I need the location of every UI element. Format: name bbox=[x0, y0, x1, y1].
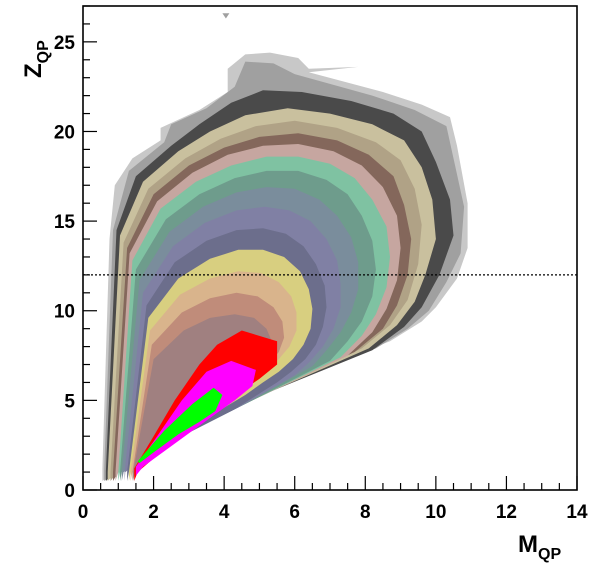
x-axis-label-sub: QP bbox=[538, 546, 561, 563]
y-tick-label: 5 bbox=[64, 391, 75, 412]
x-tick-label: 8 bbox=[360, 502, 371, 523]
contour-levels bbox=[102, 13, 468, 482]
y-axis-label-main: Z bbox=[20, 63, 47, 78]
contour-level-19 bbox=[222, 13, 230, 19]
x-axis-label-main: M bbox=[518, 531, 538, 558]
y-tick-label: 0 bbox=[64, 481, 75, 502]
contour-level-18 bbox=[137, 387, 223, 464]
y-tick-label: 25 bbox=[54, 33, 76, 54]
y-axis-label-sub: QP bbox=[35, 40, 52, 63]
x-tick-label: 4 bbox=[219, 502, 230, 523]
y-axis-ticks: 0 5 10 15 20 25 bbox=[54, 5, 97, 502]
x-tick-label: 0 bbox=[78, 502, 89, 523]
x-tick-label: 2 bbox=[148, 502, 159, 523]
x-tick-label: 14 bbox=[566, 502, 588, 523]
x-axis-label: MQP bbox=[518, 531, 561, 563]
y-axis-label: ZQP bbox=[20, 40, 52, 78]
y-tick-label: 20 bbox=[54, 122, 75, 143]
y-tick-label: 10 bbox=[54, 302, 75, 323]
x-tick-label: 6 bbox=[289, 502, 300, 523]
x-tick-label: 10 bbox=[425, 502, 446, 523]
x-tick-label: 12 bbox=[496, 502, 517, 523]
y-tick-label: 15 bbox=[54, 212, 76, 233]
x-axis-ticks: 0 2 4 6 8 10 12 14 bbox=[78, 476, 588, 523]
